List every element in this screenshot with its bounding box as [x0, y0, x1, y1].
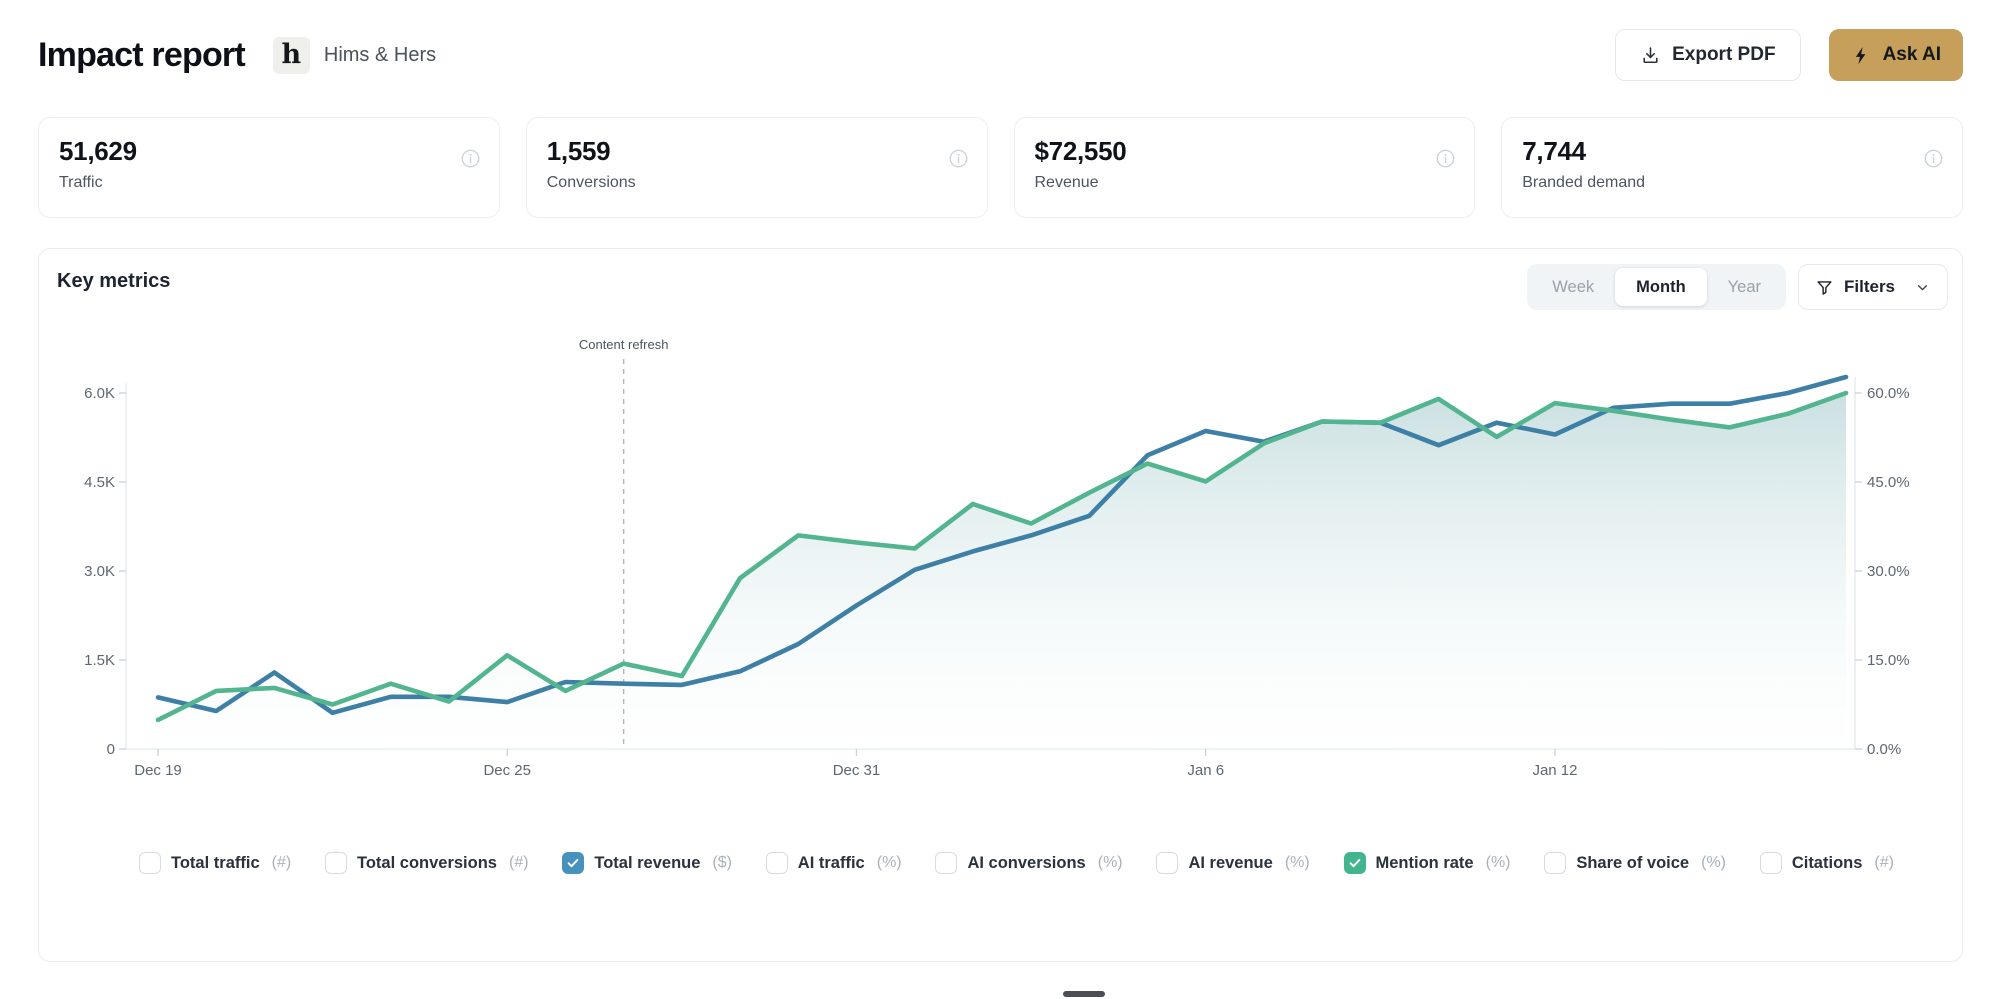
checkbox-checked-icon[interactable]	[562, 852, 585, 874]
toggle-label: AI traffic	[797, 853, 865, 872]
toggle-total-traffic[interactable]: Total traffic (#)	[139, 852, 291, 874]
checkbox-icon[interactable]	[765, 852, 788, 874]
stat-value: $72,550	[1034, 136, 1127, 166]
svg-text:3.0K: 3.0K	[84, 563, 115, 580]
stat-card-branded-demand: 7,744 Branded demand	[1501, 117, 1963, 218]
page-title: Impact report	[38, 35, 246, 74]
key-metrics-chart: 0 1.5K 3.0K 4.5K 6.0K 0.0% 15.0% 30.0% 45.0% 60.0…	[84, 337, 1910, 779]
svg-text:Jan 6: Jan 6	[1187, 762, 1224, 779]
stat-value: 1,559	[546, 136, 611, 166]
ask-ai-label: Ask AI	[1882, 44, 1941, 65]
stat-label: Conversions	[546, 174, 636, 191]
checkbox-icon[interactable]	[935, 852, 958, 874]
svg-text:6.0K: 6.0K	[84, 385, 115, 402]
toggle-ai-conversions[interactable]: AI conversions (%)	[935, 852, 1123, 874]
toggle-unit: (%)	[876, 854, 902, 871]
info-icon[interactable]	[948, 148, 969, 174]
toggle-unit: (#)	[508, 854, 529, 871]
toggle-unit: (%)	[1097, 854, 1123, 871]
toggle-label: Mention rate	[1375, 853, 1474, 872]
toggle-total-revenue[interactable]: Total revenue ($)	[562, 852, 732, 874]
stat-card-traffic: 51,629 Traffic	[38, 117, 500, 218]
export-pdf-label: Export PDF	[1672, 44, 1776, 65]
toggle-unit: (%)	[1284, 854, 1310, 871]
metric-toggles: Total traffic (#) Total conversions (#) Tota…	[139, 852, 1894, 874]
toggle-label: Total traffic	[171, 853, 260, 872]
toggle-label: Total conversions	[357, 853, 497, 872]
toggle-unit: (#)	[271, 854, 292, 871]
hims-logo: h	[272, 36, 310, 74]
toggle-share-of-voice[interactable]: Share of voice (%)	[1544, 852, 1726, 874]
toggle-total-conversions[interactable]: Total conversions (#)	[325, 852, 529, 874]
stat-label: Revenue	[1034, 174, 1099, 191]
checkbox-checked-icon[interactable]	[1343, 852, 1366, 874]
checkbox-icon[interactable]	[325, 852, 347, 874]
svg-text:45.0%: 45.0%	[1867, 474, 1910, 491]
svg-text:4.5K: 4.5K	[84, 474, 115, 491]
export-pdf-button[interactable]: Export PDF	[1615, 29, 1801, 81]
info-icon[interactable]	[1923, 148, 1944, 174]
toggle-unit: (#)	[1874, 854, 1894, 871]
info-icon[interactable]	[460, 148, 481, 174]
filters-button[interactable]: Filters	[1798, 264, 1948, 310]
svg-text:Dec 19: Dec 19	[134, 762, 182, 779]
checkbox-icon[interactable]	[139, 852, 161, 874]
toggle-ai-traffic[interactable]: AI traffic (%)	[765, 852, 902, 874]
svg-text:30.0%: 30.0%	[1867, 563, 1910, 580]
toggle-label: Total revenue	[594, 853, 701, 872]
tab-week[interactable]: Week	[1531, 268, 1615, 306]
horizontal-scrollbar-thumb[interactable]	[1063, 991, 1105, 997]
stats-row: 51,629 Traffic 1,559 Conversions $72,550…	[38, 117, 1963, 218]
checkbox-icon[interactable]	[1544, 852, 1567, 874]
hims-logo-letter: h	[281, 38, 302, 70]
stat-card-revenue: $72,550 Revenue	[1013, 117, 1476, 218]
toggle-unit: ($)	[712, 854, 732, 871]
range-tabs: Week Month Year	[1527, 264, 1786, 310]
toggle-label: AI revenue	[1188, 853, 1273, 872]
stat-value: 7,744	[1522, 136, 1586, 166]
stat-label: Traffic	[59, 174, 103, 191]
lightning-icon	[1851, 45, 1872, 66]
key-metrics-title: Key metrics	[57, 270, 171, 292]
toggle-ai-revenue[interactable]: AI revenue (%)	[1156, 852, 1310, 874]
stat-value: 51,629	[59, 136, 137, 166]
header: Impact report h Hims & Hers Export PDF A…	[38, 26, 1963, 84]
svg-text:Jan 12: Jan 12	[1532, 762, 1577, 779]
filters-label: Filters	[1844, 277, 1896, 296]
chevron-down-icon	[1914, 279, 1931, 296]
toggle-label: Citations	[1791, 853, 1863, 872]
toggle-unit: (%)	[1701, 854, 1726, 871]
checkbox-icon[interactable]	[1759, 852, 1782, 874]
svg-text:1.5K: 1.5K	[84, 652, 115, 669]
checkbox-icon[interactable]	[1156, 852, 1179, 874]
company-name: Hims & Hers	[323, 43, 437, 66]
ask-ai-button[interactable]: Ask AI	[1828, 29, 1963, 81]
funnel-icon	[1815, 278, 1834, 297]
tab-year[interactable]: Year	[1707, 268, 1782, 306]
svg-text:0.0%: 0.0%	[1867, 741, 1901, 758]
svg-text:15.0%: 15.0%	[1867, 652, 1910, 669]
tab-month[interactable]: Month	[1615, 268, 1707, 306]
toggle-label: Share of voice	[1576, 853, 1690, 872]
stat-label: Branded demand	[1522, 174, 1646, 191]
svg-text:Dec 25: Dec 25	[483, 762, 531, 779]
download-icon	[1640, 45, 1661, 66]
stat-card-conversions: 1,559 Conversions	[525, 117, 988, 218]
toggle-mention-rate[interactable]: Mention rate (%)	[1343, 852, 1511, 874]
toggle-label: AI conversions	[967, 853, 1086, 872]
key-metrics-panel: Key metrics Week Month Year Filters 0 1.5…	[38, 248, 1963, 962]
svg-text:60.0%: 60.0%	[1867, 385, 1910, 402]
svg-text:0: 0	[107, 741, 115, 758]
info-icon[interactable]	[1435, 148, 1456, 174]
toggle-unit: (%)	[1485, 854, 1511, 871]
svg-text:Dec 31: Dec 31	[833, 762, 881, 779]
toggle-citations[interactable]: Citations (#)	[1759, 852, 1894, 874]
svg-text:Content refresh: Content refresh	[579, 337, 669, 352]
